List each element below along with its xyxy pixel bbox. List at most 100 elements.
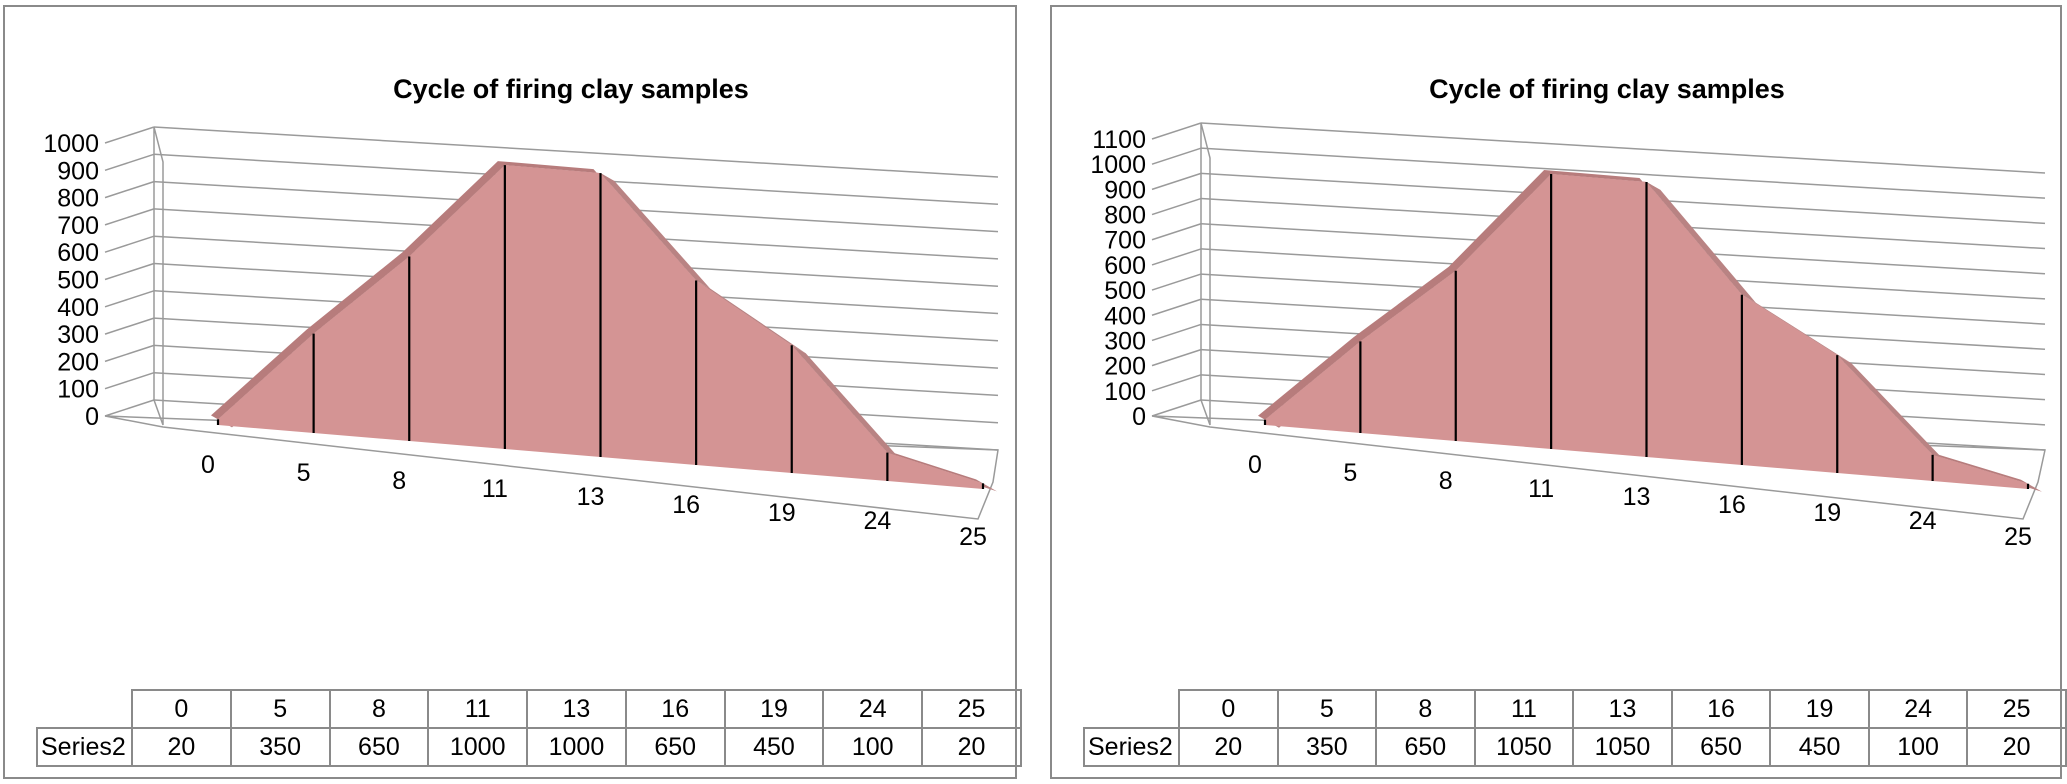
gridline-side [1151,223,1202,241]
y-tick-label: 300 [57,321,99,349]
table-row: Series2 20 350 650 1000 1000 650 450 100 20 [36,727,1022,767]
gridline-side [104,180,155,199]
area-edge-segment [791,345,902,461]
y-tick-label: 800 [57,185,99,213]
gridline-side [104,208,155,226]
table-header-cell: 25 [1966,689,2067,729]
table-value-cell: 350 [229,727,331,767]
y-tick-label: 1000 [1090,151,1146,179]
gridline-side [1151,122,1202,140]
y-tick-label: 1000 [43,130,99,158]
chart-title: Cycle of firing clay samples [1429,74,1785,104]
chart-1-data-table: 0 5 8 11 13 16 19 24 25 Series2 20 350 650 1000 1000 65… [36,689,1022,767]
table-header-cell: 19 [723,689,825,729]
gridline [1200,147,2046,199]
table-header-cell: 13 [1572,689,1673,729]
y-tick-label: 900 [57,157,99,185]
gridline-side [1151,348,1202,367]
table-value-cell: 650 [624,727,726,767]
gridline-side [104,371,155,390]
table-header-row: 0 5 8 11 13 16 19 24 25 [37,689,1022,729]
table-value-cell: 450 [723,727,825,767]
x-tick-label: 24 [863,507,891,535]
x-tick-label: 13 [577,483,605,511]
x-tick-label: 8 [1439,467,1453,495]
y-tick-label: 800 [1104,202,1146,230]
area-edge-segment [1741,294,1852,364]
table-header-cell: 0 [131,689,232,729]
table-value-cell: 650 [1375,727,1476,767]
y-tick-label: 500 [57,267,99,295]
y-tick-label: 600 [1104,252,1146,280]
table-corner [37,690,132,728]
area-edge-segment [696,280,806,354]
table-header-cell: 16 [1670,689,1772,729]
chart-2-data-table: 0 5 8 11 13 16 19 24 25 Series2 20 350 650 1050 1050 65… [1083,689,2067,767]
series-name-cell: Series2 [36,727,133,767]
y-tick-label: 700 [57,212,99,240]
chart-title: Cycle of firing clay samples [393,74,749,104]
table-value-cell: 1050 [1572,727,1673,767]
y-tick-label: 600 [57,239,99,267]
gridline-side [1151,298,1202,316]
table-row: Series2 20 350 650 1050 1050 650 450 100 20 [1083,727,2067,767]
table-header-cell: 24 [822,689,924,729]
table-value-cell: 1050 [1473,727,1575,767]
x-tick-label: 11 [482,475,508,503]
x-tick-label: 24 [1909,507,1937,535]
y-tick-label: 0 [85,403,99,431]
table-header-cell: 5 [1276,689,1378,729]
left-wall [153,126,164,426]
x-tick-label: 13 [1623,483,1651,511]
gridline-side [104,126,155,144]
table-header-cell: 11 [1473,689,1575,729]
gridline-side [104,290,155,308]
table-header-cell: 25 [921,689,1022,729]
chart-panel-2: Cycle of firing clay samples 0 100 200 300 40… [1050,5,2067,779]
x-tick-label: 16 [1718,491,1746,519]
area-edge-segment [600,173,711,289]
gridline-side [1151,273,1202,291]
gridline-side [1151,147,1202,165]
x-tick-label: 5 [1343,459,1357,487]
table-value-cell: 20 [1966,727,2067,767]
x-tick-label: 19 [768,499,796,527]
y-tick-label: 0 [1132,403,1146,431]
x-tick-label: 19 [1813,499,1841,527]
area-edge-segment [1837,355,1947,463]
gridline-side [1151,197,1202,216]
gridline-side [104,235,155,253]
gridline [1200,122,2046,174]
gridline-side [1151,323,1202,342]
y-tick-label: 100 [57,376,99,404]
table-header-cell: 24 [1867,689,1969,729]
gridline-side [1151,172,1202,191]
table-corner [1084,690,1179,728]
table-value-cell: 350 [1276,727,1378,767]
gridline-side [104,153,155,172]
table-value-cell: 100 [822,727,924,767]
table-value-cell: 20 [921,727,1022,767]
x-tick-label: 0 [1248,451,1262,479]
gridline-side [104,399,155,417]
x-tick-label: 8 [392,467,406,495]
y-tick-label: 400 [57,294,99,322]
table-header-cell: 5 [229,689,331,729]
y-tick-label: 200 [57,348,99,376]
y-tick-label: 1100 [1092,126,1146,154]
table-header-cell: 8 [1375,689,1476,729]
table-header-cell: 16 [624,689,726,729]
drop-lines [216,165,985,489]
chart-1-plot: Cycle of firing clay samples010020030040… [43,74,999,551]
gridline-side [1151,248,1202,266]
x-tick-label: 25 [2004,523,2032,551]
y-tick-label: 900 [1104,176,1146,204]
table-header-cell: 13 [526,689,627,729]
y-tick-label: 700 [1104,227,1146,255]
table-value-cell: 1000 [427,727,529,767]
table-header-cell: 11 [427,689,529,729]
table-header-row: 0 5 8 11 13 16 19 24 25 [1084,689,2067,729]
x-tick-label: 0 [201,451,215,479]
x-tick-label: 5 [297,459,311,487]
gridline-side [1151,399,1202,417]
